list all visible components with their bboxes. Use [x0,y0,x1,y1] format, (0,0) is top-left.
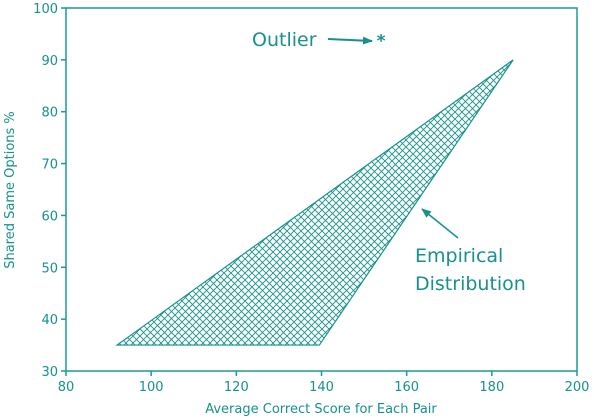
y-tick-label: 60 [41,209,58,224]
region-annotation-line2: Distribution [415,273,526,295]
outlier-point: * [377,32,386,52]
y-tick-label: 90 [41,54,58,69]
empirical-distribution-region [115,59,514,346]
x-tick-label: 140 [309,380,334,395]
region-arrow [421,208,459,239]
x-tick-label: 200 [565,380,590,395]
x-tick-label: 100 [139,380,164,395]
y-tick-label: 40 [41,313,58,328]
x-tick-label: 160 [394,380,419,395]
y-tick-label: 70 [41,158,58,173]
y-tick-label: 50 [41,261,58,276]
outlier-arrow [327,36,373,45]
region-annotation-line1: Empirical [415,245,503,267]
x-tick-label: 80 [58,380,75,395]
x-tick-label: 120 [224,380,249,395]
y-axis-label: Shared Same Options % [3,111,18,269]
y-tick-label: 80 [41,106,58,121]
y-tick-label: 100 [33,2,58,17]
x-axis-ticks: 80 100 120 140 160 180 200 [58,371,590,395]
y-axis-ticks: 30 40 50 60 70 80 90 100 [33,2,66,380]
x-tick-label: 180 [479,380,504,395]
y-tick-label: 30 [41,365,58,380]
outlier-annotation-label: Outlier [252,29,317,51]
x-axis-label: Average Correct Score for Each Pair [205,402,437,417]
